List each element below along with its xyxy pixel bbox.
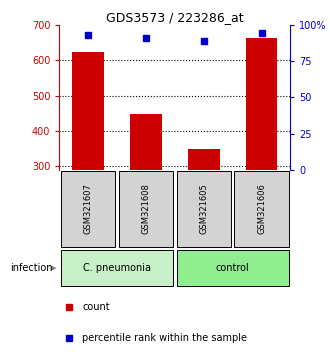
Bar [177,250,289,286]
Text: GSM321608: GSM321608 [142,183,150,234]
Bar [246,38,278,170]
Text: infection: infection [10,263,53,273]
Bar [61,171,116,247]
Text: C. pneumonia: C. pneumonia [83,263,151,273]
Text: control: control [216,263,249,273]
Bar [119,171,173,247]
Text: percentile rank within the sample: percentile rank within the sample [82,333,248,343]
Title: GDS3573 / 223286_at: GDS3573 / 223286_at [106,11,244,24]
Text: GSM321605: GSM321605 [199,183,208,234]
Text: count: count [82,302,110,312]
Text: GSM321607: GSM321607 [84,183,93,234]
Text: GSM321606: GSM321606 [257,183,266,234]
Bar [234,171,289,247]
Bar [177,171,231,247]
Bar [188,149,220,170]
Bar [130,114,162,170]
Bar [72,52,104,170]
Bar [61,250,173,286]
